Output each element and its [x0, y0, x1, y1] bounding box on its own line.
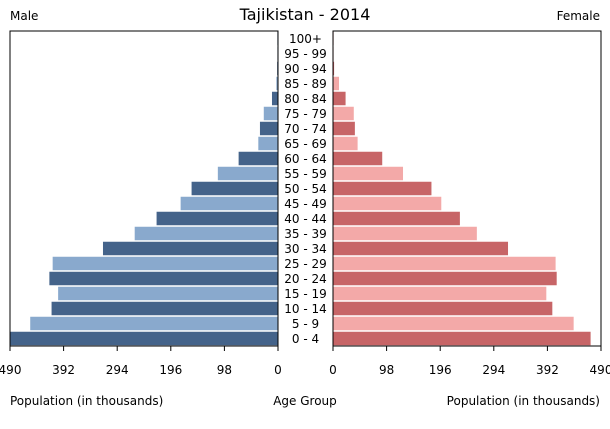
male-bar — [217, 166, 278, 181]
age-group-label: 25 - 29 — [284, 257, 327, 271]
female-bar — [333, 91, 346, 106]
x-axis-label-age-group: Age Group — [273, 394, 337, 408]
male-bar — [49, 271, 278, 286]
x-axis-ticks: 490 490 392 392 294 294 196 196 98 98 0 0 — [0, 346, 610, 377]
age-group-label: 70 - 74 — [284, 122, 327, 136]
x-axis-label-female: Population (in thousands) — [447, 394, 600, 408]
age-group-label: 65 - 69 — [284, 137, 327, 151]
age-group-label: 80 - 84 — [284, 92, 327, 106]
male-bar — [276, 76, 278, 91]
age-group-label: 10 - 14 — [284, 302, 327, 316]
male-x-tick-label: 0 — [274, 363, 282, 377]
male-bar — [134, 226, 278, 241]
male-x-tick-label: 490 — [0, 363, 21, 377]
male-panel — [9, 30, 279, 347]
male-bar — [30, 316, 278, 331]
female-bar — [333, 106, 354, 121]
male-bar — [258, 136, 278, 151]
male-x-tick-label: 98 — [217, 363, 232, 377]
female-bar — [333, 241, 509, 256]
male-bar — [102, 241, 279, 256]
female-x-tick-label: 392 — [536, 363, 559, 377]
female-x-tick-label: 98 — [379, 363, 394, 377]
age-group-label: 20 - 24 — [284, 272, 327, 286]
age-group-label: 50 - 54 — [284, 182, 327, 196]
x-axis-label-male: Population (in thousands) — [10, 394, 163, 408]
female-bar — [333, 121, 355, 136]
female-bar — [333, 316, 574, 331]
female-bar — [333, 211, 460, 226]
female-x-tick-label: 490 — [590, 363, 610, 377]
female-side-label: Female — [557, 9, 600, 23]
age-group-label: 95 - 99 — [284, 47, 327, 61]
male-bar — [263, 106, 278, 121]
female-bar — [333, 76, 340, 91]
age-group-label: 100+ — [289, 32, 322, 46]
male-x-tick-label: 294 — [106, 363, 129, 377]
male-bar — [58, 286, 278, 301]
male-bar — [180, 196, 278, 211]
female-x-tick-label: 294 — [482, 363, 505, 377]
female-bar — [333, 331, 591, 346]
male-bar — [51, 301, 278, 316]
female-bar — [333, 301, 553, 316]
male-panel-frame — [9, 30, 279, 347]
male-x-tick-label: 196 — [159, 363, 182, 377]
male-bar — [191, 181, 278, 196]
female-panel — [332, 30, 602, 347]
age-group-label: 40 - 44 — [284, 212, 327, 226]
age-group-label: 60 - 64 — [284, 152, 327, 166]
male-bar — [271, 91, 278, 106]
chart-title: Tajikistan - 2014 — [239, 5, 371, 24]
age-group-label: 15 - 19 — [284, 287, 327, 301]
age-group-label: 45 - 49 — [284, 197, 327, 211]
male-side-label: Male — [10, 9, 38, 23]
female-bar — [333, 61, 335, 76]
age-group-label: 55 - 59 — [284, 167, 327, 181]
male-x-tick-label: 392 — [52, 363, 75, 377]
age-group-label: 75 - 79 — [284, 107, 327, 121]
age-group-label: 5 - 9 — [292, 317, 319, 331]
female-bar — [333, 181, 432, 196]
age-group-label: 35 - 39 — [284, 227, 327, 241]
male-bar — [238, 151, 278, 166]
male-bar — [10, 331, 278, 346]
female-bar — [333, 196, 442, 211]
female-bar — [333, 151, 383, 166]
male-bar — [156, 211, 278, 226]
age-group-label: 90 - 94 — [284, 62, 327, 76]
female-bar — [333, 286, 547, 301]
male-bar — [259, 121, 278, 136]
female-bar — [333, 166, 404, 181]
age-group-label: 0 - 4 — [292, 332, 319, 346]
female-bar — [333, 256, 556, 271]
age-group-label: 30 - 34 — [284, 242, 327, 256]
female-x-tick-label: 0 — [329, 363, 337, 377]
female-panel-frame — [332, 30, 602, 347]
female-x-tick-label: 196 — [429, 363, 452, 377]
female-bar — [333, 136, 358, 151]
male-bar — [52, 256, 278, 271]
age-group-label: 85 - 89 — [284, 77, 327, 91]
female-bar — [333, 271, 557, 286]
female-bar — [333, 226, 477, 241]
